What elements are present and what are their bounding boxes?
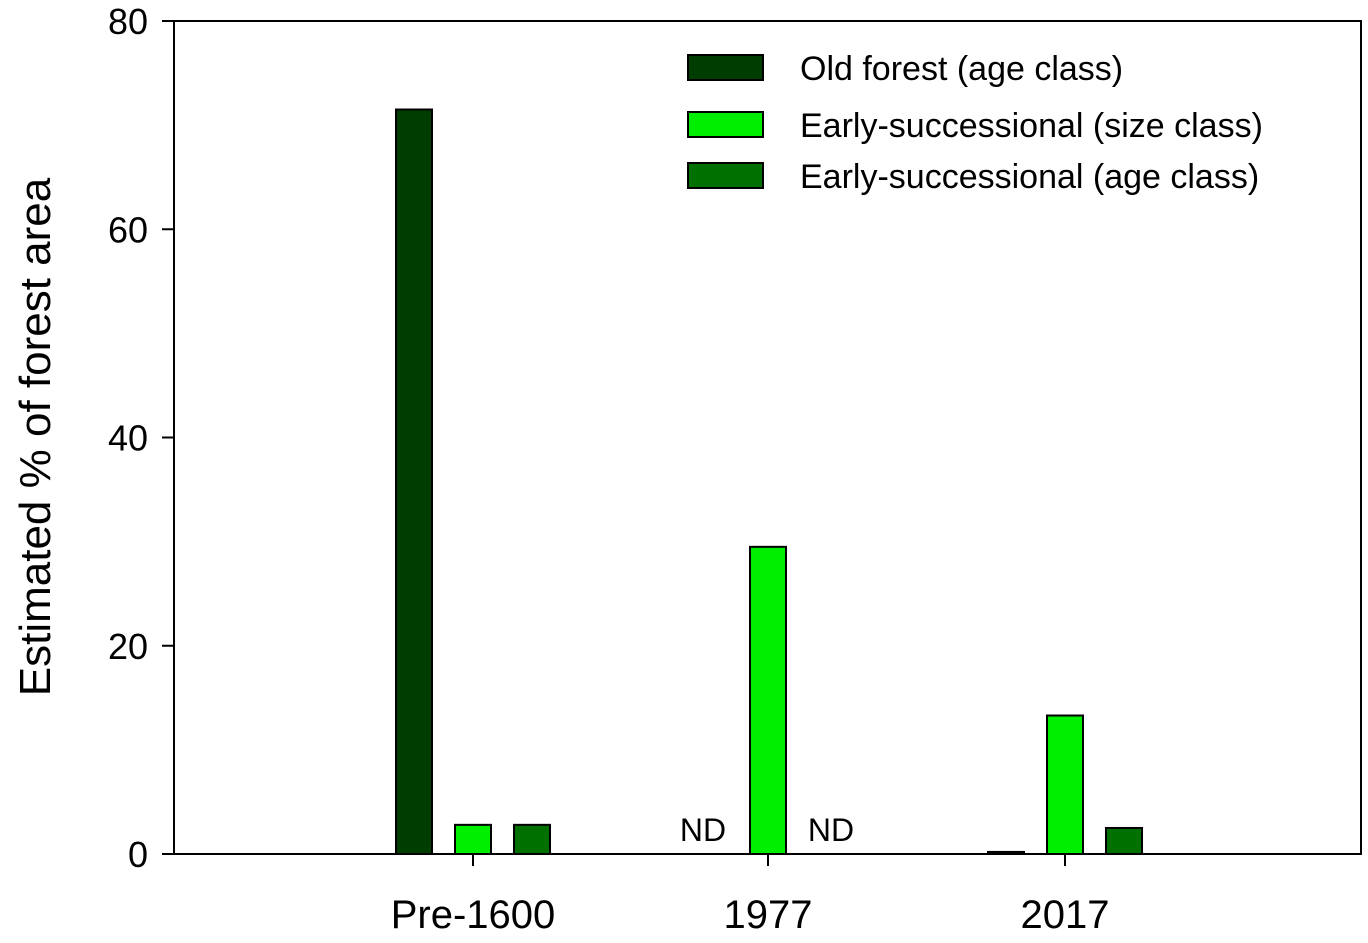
bar: [513, 823, 551, 855]
y-tick-label: 60: [108, 209, 148, 250]
y-tick-label: 0: [128, 834, 148, 875]
legend-label: Old forest (age class): [800, 50, 1123, 88]
y-axis-label: Estimated % of forest area: [11, 177, 60, 696]
legend-swatch: [687, 111, 764, 138]
x-tick-label: Pre-1600: [391, 893, 556, 937]
bar: [749, 545, 787, 855]
legend-swatch: [687, 54, 764, 81]
legend-label: Early-successional (age class): [800, 158, 1259, 196]
bar: [395, 108, 433, 856]
y-tick-label: 20: [108, 626, 148, 667]
x-tick-label: 1977: [724, 893, 813, 937]
legend-swatch: [687, 162, 764, 189]
y-axis: 0 20 40 60 80: [108, 1, 174, 875]
bar: [454, 823, 492, 855]
legend: Old forest (age class) Early-successional…: [687, 50, 1263, 196]
x-axis: Pre-1600 1977 2017: [391, 854, 1110, 937]
nd-annotation: ND: [680, 812, 726, 848]
x-tick-label: 2017: [1021, 893, 1110, 937]
nd-annotation: ND: [808, 812, 854, 848]
y-tick-label: 80: [108, 1, 148, 42]
bar: [1105, 826, 1143, 855]
bar: [1046, 714, 1084, 855]
bars-layer: [395, 108, 1143, 856]
legend-label: Early-successional (size class): [800, 107, 1263, 145]
annotations-layer: ND ND: [680, 812, 854, 848]
y-tick-label: 40: [108, 418, 148, 459]
